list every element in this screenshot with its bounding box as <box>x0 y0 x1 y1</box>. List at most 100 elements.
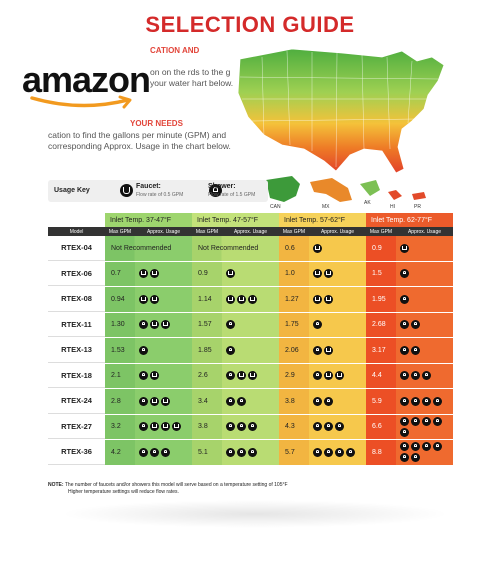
shower-icon <box>400 442 409 452</box>
model-name: RTEX-36 <box>48 440 105 465</box>
shower-icon <box>226 345 235 355</box>
table-row: RTEX-36 4.2 5.1 5.7 8.8 <box>48 440 456 466</box>
faucet-icon <box>226 294 235 304</box>
model-name: RTEX-24 <box>48 389 105 414</box>
faucet-icon <box>161 396 170 406</box>
model-name: RTEX-04 <box>48 236 105 261</box>
max-gpm-value: 2.9 <box>279 363 309 388</box>
intro-paragraph-1: on on the rds to the g your water hart b… <box>150 67 234 88</box>
faucet-icon <box>150 269 159 279</box>
faucet-icon <box>313 269 322 279</box>
max-gpm-value: 4.2 <box>105 440 135 465</box>
approx-usage-icons <box>396 414 453 439</box>
model-column-header: Model <box>48 227 105 236</box>
shower-icon <box>411 453 420 463</box>
table-row: RTEX-11 1.30 1.57 1.75 2.68 <box>48 312 456 338</box>
amazon-logo-text: amazon <box>22 59 151 100</box>
selection-table: Inlet Temp. 37-47°F Inlet Temp. 47-57°F In… <box>48 213 456 466</box>
shower-icon <box>346 447 355 457</box>
approx-usage-icons <box>309 440 366 465</box>
shower-icon <box>313 447 322 457</box>
faucet-icon <box>324 294 333 304</box>
max-gpm-value: 3.17 <box>366 338 396 363</box>
shower-icon <box>139 447 148 457</box>
faucet-icon <box>120 184 133 197</box>
shower-icon <box>411 416 420 426</box>
max-gpm-value: 2.68 <box>366 312 396 337</box>
shower-icon <box>411 371 420 381</box>
approx-usage-icons <box>222 338 279 363</box>
table-row: RTEX-06 0.7 0.9 1.0 1.5 <box>48 261 456 287</box>
note-line-1: The number of faucets and/or showers thi… <box>64 482 288 488</box>
table-row: RTEX-24 2.8 3.4 3.8 5.9 <box>48 389 456 415</box>
faucet-icon <box>161 422 170 432</box>
map-label-ak: AK <box>364 200 371 206</box>
max-gpm-value: 3.4 <box>192 389 222 414</box>
max-gpm-value: 4.4 <box>366 363 396 388</box>
model-name: RTEX-13 <box>48 338 105 363</box>
max-gpm-value: 1.27 <box>279 287 309 312</box>
max-gpm-value: 1.53 <box>105 338 135 363</box>
map-label-hi: HI <box>390 204 395 210</box>
shower-icon <box>411 320 420 330</box>
max-gpm-value: 1.95 <box>366 287 396 312</box>
approx-usage-icons <box>396 236 453 261</box>
faucet-icon <box>150 294 159 304</box>
shower-icon <box>237 396 246 406</box>
approx-usage-icons <box>309 338 366 363</box>
approx-usage-icons <box>135 440 192 465</box>
bottom-shadow <box>60 500 450 528</box>
shower-icon <box>324 447 333 457</box>
amazon-logo: amazon <box>22 62 152 112</box>
table-column-header-row: Model Max GPM Approx. Usage Max GPM Approx. … <box>48 227 456 236</box>
max-gpm-column-header: Max GPM <box>279 227 309 236</box>
table-row: RTEX-04 Not Recommended Not Recommended 0.6… <box>48 236 456 262</box>
max-gpm-column-header: Max GPM <box>192 227 222 236</box>
approx-usage-icons <box>309 312 366 337</box>
faucet-key-label: Faucet: <box>136 183 161 190</box>
amazon-smile-arrow-icon <box>30 95 132 109</box>
approx-usage-icons <box>396 261 453 286</box>
usage-key: Usage Key Faucet: Flow rate of 0.5 GPM S… <box>48 180 268 202</box>
faucet-icon <box>150 422 159 432</box>
intro-heading-2: YOUR NEEDS <box>130 119 183 128</box>
map-label-mx: MX <box>322 204 330 210</box>
shower-icon <box>226 396 235 406</box>
max-gpm-value: 3.8 <box>279 389 309 414</box>
shower-icon <box>335 422 344 432</box>
approx-usage-icons <box>222 287 279 312</box>
max-gpm-value: 5.9 <box>366 389 396 414</box>
not-recommended-cell: Not Recommended <box>105 236 192 261</box>
approx-usage-icons <box>135 338 192 363</box>
approx-usage-icons <box>222 440 279 465</box>
max-gpm-value: 5.7 <box>279 440 309 465</box>
approx-usage-icons <box>396 389 453 414</box>
shower-icon <box>237 422 246 432</box>
shower-icon <box>433 442 442 452</box>
approx-usage-icons <box>222 363 279 388</box>
shower-icon <box>226 371 235 381</box>
shower-icon <box>237 447 246 457</box>
max-gpm-value: 8.8 <box>366 440 396 465</box>
model-name: RTEX-06 <box>48 261 105 286</box>
map-label-pr: PR <box>414 204 421 210</box>
max-gpm-value: 2.1 <box>105 363 135 388</box>
approx-usage-column-header: Approx. Usage <box>396 227 453 236</box>
us-temperature-map <box>237 48 445 174</box>
shower-icon <box>139 396 148 406</box>
shower-icon <box>400 269 409 279</box>
not-recommended-cell: Not Recommended <box>192 236 279 261</box>
max-gpm-value: 0.6 <box>279 236 309 261</box>
max-gpm-value: 0.94 <box>105 287 135 312</box>
faucet-icon <box>313 294 322 304</box>
shower-icon <box>324 396 333 406</box>
max-gpm-value: 1.75 <box>279 312 309 337</box>
faucet-icon <box>139 269 148 279</box>
note-line-2: Higher temperature settings will reduce … <box>68 489 179 495</box>
approx-usage-icons <box>396 312 453 337</box>
approx-usage-icons <box>222 389 279 414</box>
faucet-icon <box>150 371 159 381</box>
max-gpm-value: 2.8 <box>105 389 135 414</box>
shower-icon <box>139 320 148 330</box>
max-gpm-value: 2.6 <box>192 363 222 388</box>
